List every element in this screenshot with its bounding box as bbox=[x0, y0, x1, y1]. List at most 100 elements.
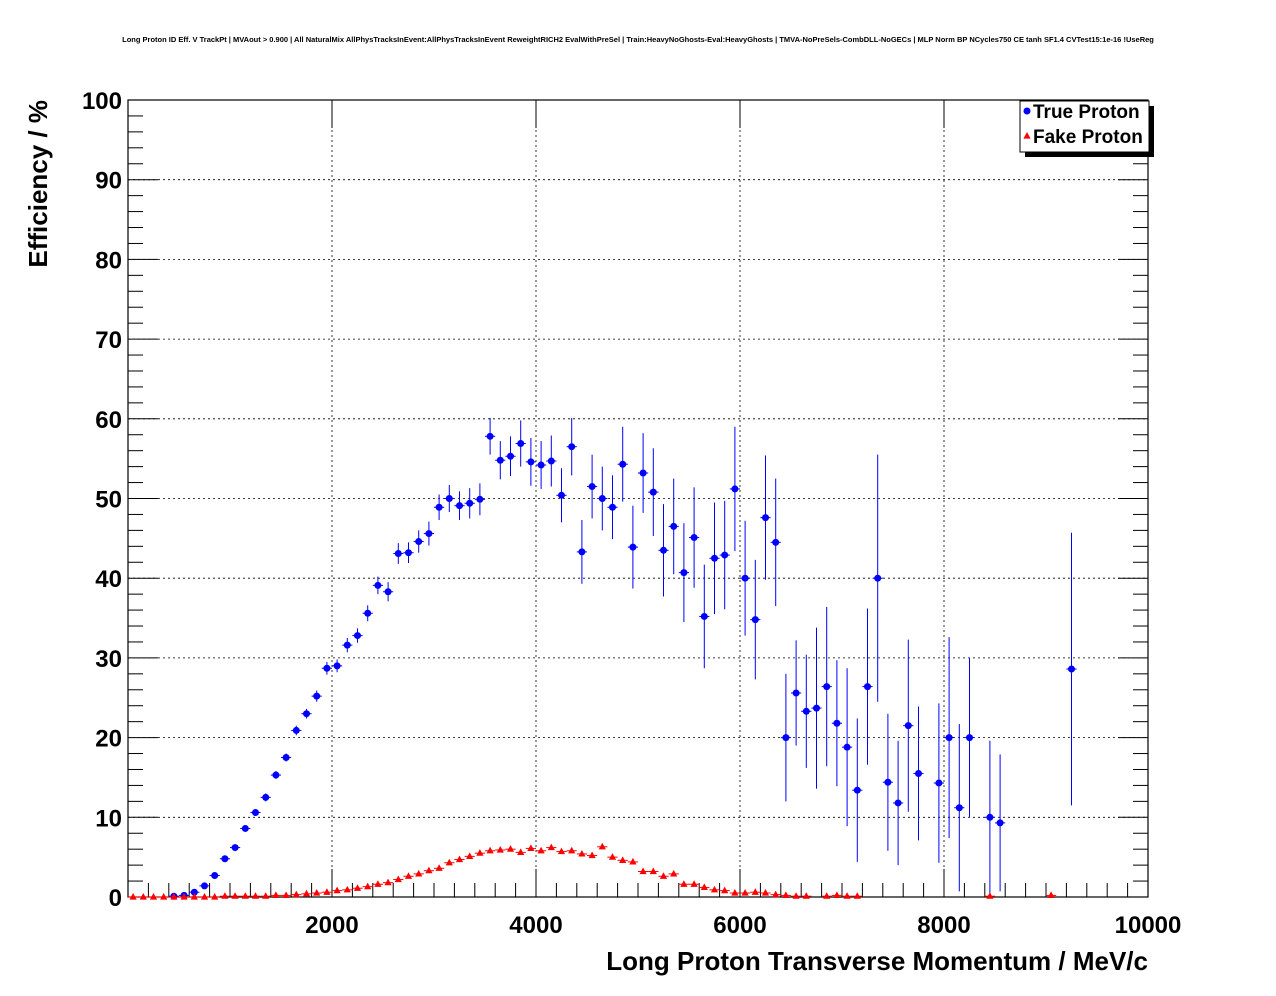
data-point bbox=[710, 885, 719, 893]
data-point bbox=[160, 893, 168, 900]
data-point bbox=[843, 892, 851, 899]
data-point bbox=[537, 846, 545, 854]
data-point bbox=[231, 844, 239, 852]
data-point bbox=[598, 842, 606, 850]
data-point bbox=[384, 588, 392, 596]
data-point bbox=[190, 893, 198, 900]
data-point bbox=[149, 893, 158, 900]
grid bbox=[128, 100, 1148, 897]
data-point bbox=[272, 771, 280, 779]
data-point bbox=[751, 888, 759, 895]
data-point bbox=[353, 884, 362, 891]
data-point bbox=[272, 891, 280, 899]
data-point bbox=[568, 846, 576, 854]
data-point bbox=[343, 641, 351, 649]
data-point bbox=[680, 569, 688, 577]
data-point bbox=[517, 440, 525, 448]
data-point bbox=[252, 809, 259, 817]
x-tick-label: 6000 bbox=[713, 912, 766, 939]
data-point bbox=[802, 707, 810, 715]
data-point bbox=[659, 872, 668, 879]
data-point bbox=[986, 892, 994, 899]
data-point bbox=[456, 502, 463, 510]
data-point bbox=[466, 852, 474, 859]
data-point bbox=[537, 461, 545, 469]
series-true-proton bbox=[168, 418, 1077, 900]
data-point bbox=[527, 458, 535, 466]
data-point bbox=[180, 893, 188, 900]
x-tick-label: 2000 bbox=[305, 912, 358, 939]
data-point bbox=[792, 892, 800, 899]
data-point bbox=[486, 432, 494, 440]
data-point bbox=[731, 889, 739, 896]
data-point bbox=[619, 460, 627, 468]
data-point bbox=[660, 546, 667, 554]
data-point bbox=[884, 778, 892, 786]
data-point bbox=[466, 499, 474, 507]
data-point bbox=[333, 662, 341, 670]
legend-marker-true-proton bbox=[1023, 107, 1031, 115]
data-point bbox=[445, 858, 453, 866]
data-point bbox=[323, 888, 331, 895]
y-tick-label: 50 bbox=[95, 487, 122, 514]
y-tick-label: 30 bbox=[95, 646, 122, 673]
data-point bbox=[772, 890, 780, 898]
data-point bbox=[578, 548, 586, 556]
data-point bbox=[639, 867, 647, 875]
y-tick-label: 90 bbox=[95, 168, 122, 195]
data-point bbox=[680, 880, 688, 887]
data-point bbox=[853, 892, 861, 899]
data-point bbox=[996, 819, 1004, 827]
data-point bbox=[547, 457, 555, 465]
legend: True Proton Fake Proton bbox=[1019, 100, 1154, 157]
x-tick-label: 10000 bbox=[1115, 912, 1182, 939]
data-point bbox=[833, 719, 841, 727]
data-point bbox=[823, 683, 831, 691]
data-point bbox=[670, 522, 678, 530]
data-point bbox=[670, 869, 678, 877]
x-tick-label: 8000 bbox=[917, 912, 970, 939]
data-point bbox=[394, 549, 402, 557]
data-point bbox=[690, 880, 698, 887]
data-point bbox=[945, 734, 953, 742]
data-point bbox=[792, 689, 800, 697]
data-point bbox=[711, 554, 718, 562]
series-fake-proton bbox=[128, 842, 1057, 900]
data-point bbox=[843, 743, 851, 751]
data-point bbox=[578, 849, 586, 857]
data-point bbox=[700, 612, 708, 620]
data-point bbox=[333, 886, 341, 894]
data-point bbox=[802, 892, 810, 899]
data-point bbox=[200, 893, 209, 900]
data-point bbox=[455, 855, 464, 863]
data-point bbox=[476, 495, 484, 503]
data-point bbox=[201, 882, 208, 890]
data-point bbox=[221, 892, 229, 899]
data-point bbox=[435, 503, 443, 511]
data-point bbox=[486, 846, 494, 854]
data-point bbox=[262, 892, 270, 899]
data-point bbox=[915, 769, 922, 777]
data-point bbox=[782, 891, 790, 899]
data-point bbox=[364, 609, 372, 617]
y-tick-label: 60 bbox=[95, 407, 122, 434]
data-point bbox=[629, 857, 637, 865]
data-point bbox=[405, 549, 412, 557]
data-point bbox=[639, 469, 647, 477]
data-point bbox=[313, 692, 321, 700]
x-axis-title: Long Proton Transverse Momentum / MeV/c bbox=[606, 946, 1148, 976]
data-point bbox=[394, 875, 402, 883]
data-point bbox=[190, 888, 198, 896]
data-point bbox=[496, 845, 504, 853]
y-tick-label: 10 bbox=[95, 805, 122, 832]
legend-marker-fake-proton bbox=[1023, 132, 1031, 139]
data-point bbox=[772, 538, 780, 546]
data-point bbox=[649, 867, 657, 875]
data-point bbox=[241, 824, 249, 832]
data-series bbox=[128, 418, 1077, 900]
data-point bbox=[690, 534, 698, 542]
data-point bbox=[853, 786, 861, 794]
data-point bbox=[507, 452, 514, 460]
data-point bbox=[608, 853, 617, 860]
data-point bbox=[833, 891, 841, 899]
